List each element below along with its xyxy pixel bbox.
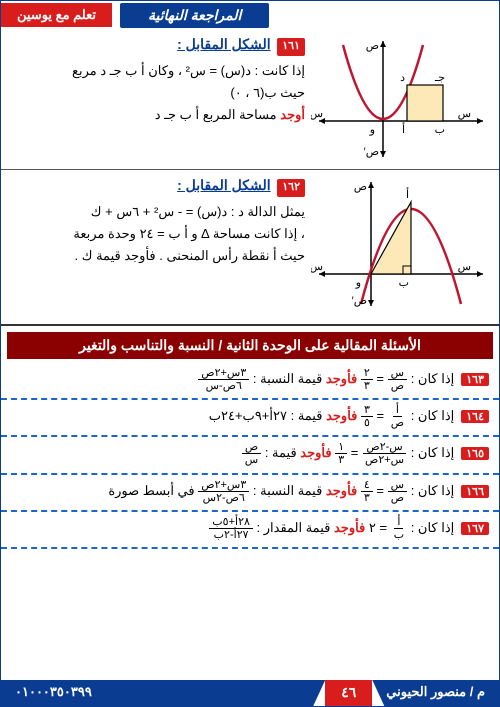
frac-167a: أب [391, 516, 407, 541]
p1-line1: إذا كانت : د(س) = س² ، وكان أ ب جـ د مرب… [9, 60, 305, 82]
frac-164a: أص [388, 404, 407, 429]
footer-author: م / منصور الحيوني [372, 680, 499, 706]
frac-165a: س-٢صس+٢ص [362, 441, 407, 466]
svg-text:ص′: ص′ [364, 146, 379, 158]
svg-text:د: د [400, 72, 405, 84]
svg-text:أ: أ [402, 122, 405, 136]
frac-167c: ٢٨أ+٥ب٢٧أ-٢ب [209, 516, 253, 541]
q-num-163: ١٦٣ [461, 373, 489, 386]
graph-162: ص ص′ س′ س و أ ب [311, 174, 491, 314]
footer-phone: ٠١٠٠٠٣٥٠٣٩٩ [1, 680, 325, 706]
frac-164b: ٣٥ [361, 404, 373, 429]
svg-text:ب: ب [399, 277, 409, 289]
svg-text:و: و [355, 277, 361, 289]
p1-find: أوجد [280, 107, 305, 122]
q-num-161: ١٦١ [277, 38, 305, 56]
question-163: ١٦٣ إذا كان : سص = ٢٣ فأوجد قيمة النسبة … [1, 363, 499, 400]
svg-text:جـ: جـ [434, 72, 445, 84]
svg-text:ب: ب [435, 124, 445, 136]
section-header: الأسئلة المقالية على الوحدة الثانية / ال… [7, 332, 493, 359]
frac-165c: صس [242, 441, 261, 466]
learn-badge: تعلم مع يوسين [1, 3, 112, 27]
frac-166c: ٣س+٢ص٦ص-٢س [198, 479, 249, 504]
q-num-167: ١٦٧ [461, 522, 489, 535]
review-badge: المراجعة النهائية [120, 3, 269, 28]
p2-line2: ، إذا كانت مساحة ∆ و أ ب = ٢٤ وحدة مربعة [9, 223, 305, 245]
frac-166b: ٤٣ [361, 479, 373, 504]
svg-text:ص′: ص′ [352, 295, 367, 307]
question-166: ١٦٦ إذا كان : سص = ٤٣ فأوجد قيمة النسبة … [1, 475, 499, 512]
svg-text:س′: س′ [311, 261, 323, 273]
graph-161: ص ص′ س′ س و د جـ ب أ [311, 33, 491, 163]
header-right: تعلم مع يوسين [1, 1, 112, 29]
footer: م / منصور الحيوني ٤٦ ٠١٠٠٠٣٥٠٣٩٩ [1, 680, 499, 706]
frac-165b: ١٣ [335, 441, 347, 466]
question-167: ١٦٧ إذا كان : أب = ٢ فأوجد قيمة المقدار … [1, 512, 499, 549]
parabola-up-graph: ص ص′ س′ س و د جـ ب أ [311, 33, 491, 163]
svg-text:و: و [369, 124, 375, 136]
q-num-162: ١٦٢ [277, 179, 305, 197]
frac-166a: سص [388, 479, 407, 504]
parabola-down-graph: ص ص′ س′ س و أ ب [311, 174, 491, 314]
q-num-166: ١٦٦ [461, 485, 489, 498]
question-165: ١٦٥ إذا كان : س-٢صس+٢ص = ١٣ فأوجد قيمة :… [1, 437, 499, 474]
question-164: ١٦٤ إذا كان : أص = ٣٥ فأوجد قيمة : ٢٧أ+٩… [1, 400, 499, 437]
svg-text:س′: س′ [311, 108, 323, 120]
frac-163c: ٣س+٢ص٦ص-س [198, 367, 249, 392]
svg-text:ص: ص [354, 181, 367, 193]
p2-line3: حيث أ نقطة رأس المنحنى . فأوجد قيمة ك . [9, 245, 305, 267]
p1-line3b: مساحة المربع أ ب جـ د [155, 107, 280, 122]
footer-page: ٤٦ [325, 680, 372, 706]
header-left: المراجعة النهائية [112, 1, 499, 29]
frac-163a: سص [388, 367, 407, 392]
problem-161-text: ١٦١ الشكل المقابل : إذا كانت : د(س) = س²… [9, 33, 305, 163]
p2-line1: يمثل الدالة د : د(س) = - س² + ٦س + ك [9, 201, 305, 223]
header-bar: المراجعة النهائية تعلم مع يوسين [1, 1, 499, 29]
problem-161: ص ص′ س′ س و د جـ ب أ ١٦١ الشكل المقابل :… [1, 29, 499, 170]
p1-line2: حيث ب(٦ ، ٠) [9, 82, 305, 104]
svg-text:س: س [458, 108, 471, 120]
separator [1, 320, 499, 326]
problem-162: ص ص′ س′ س و أ ب ١٦٢ الشكل المقابل : يمثل… [1, 170, 499, 320]
svg-text:ص: ص [366, 40, 379, 52]
p2-heading: الشكل المقابل : [177, 177, 271, 193]
problem-162-text: ١٦٢ الشكل المقابل : يمثل الدالة د : د(س)… [9, 174, 305, 314]
svg-text:أ: أ [406, 187, 409, 201]
frac-163b: ٢٣ [361, 367, 373, 392]
p1-heading: الشكل المقابل : [177, 36, 271, 52]
q-num-164: ١٦٤ [461, 410, 489, 423]
q-num-165: ١٦٥ [461, 447, 489, 460]
svg-text:س: س [458, 261, 471, 273]
